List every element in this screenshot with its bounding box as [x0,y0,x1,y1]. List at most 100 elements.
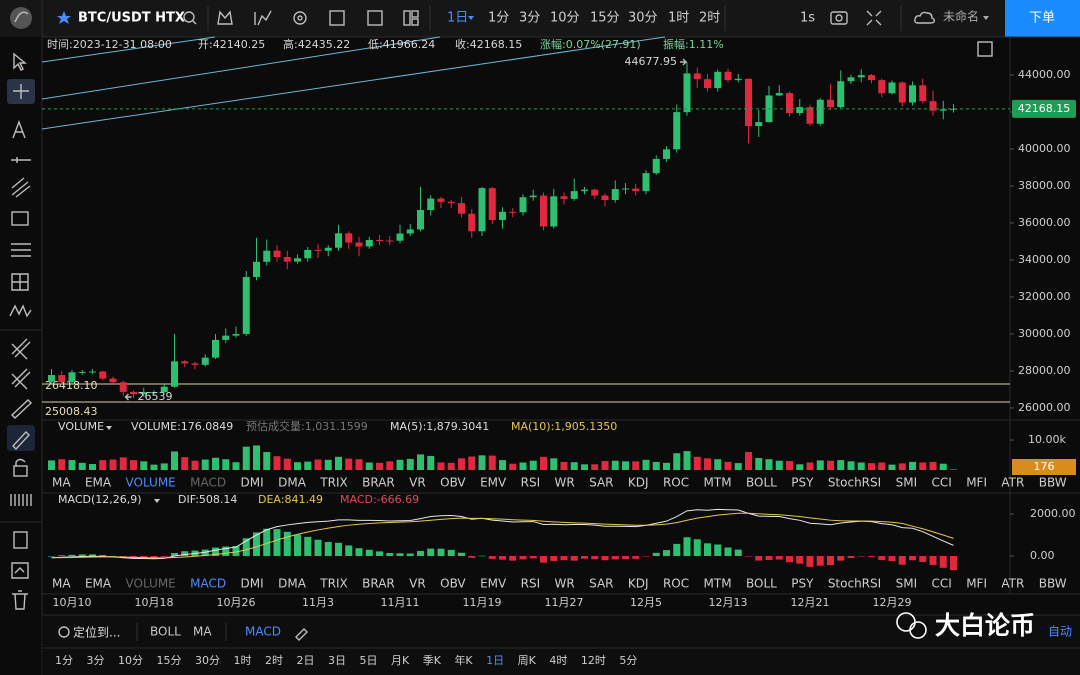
indicator-tab[interactable]: StochRSI [828,476,881,490]
footer-interval[interactable]: 月K [391,654,410,667]
indicator-tab[interactable]: BBW [1039,577,1067,591]
camera-icon[interactable] [830,11,848,25]
lock-tool[interactable] [13,465,28,477]
indicator-tab[interactable]: StochRSI [828,577,881,591]
indicator-tab[interactable]: EMA [85,476,112,490]
indicator-tab[interactable]: RSI [521,577,541,591]
volume-title[interactable]: VOLUME [58,420,104,433]
interval-tab[interactable]: 1时 [668,11,689,26]
indicator-tab[interactable]: DMI [241,476,264,490]
channel-tool[interactable] [11,177,31,198]
indicator-tab[interactable]: SAR [589,577,613,591]
indicator-tab[interactable]: ROC [663,476,689,490]
footer-interval[interactable]: 4时 [549,654,567,667]
indicator-tab[interactable]: ATR [1001,476,1024,490]
footer-interval[interactable]: 2时 [265,654,283,667]
indicator-tab[interactable]: ROC [663,577,689,591]
lock-draw-tool[interactable] [11,368,31,390]
footer-interval[interactable]: 12时 [581,654,606,667]
edit-icon[interactable] [295,628,308,641]
indicator-tab[interactable]: VR [409,476,426,490]
ruler-tool[interactable] [10,399,33,419]
footer-interval[interactable]: 1日 [486,654,504,667]
gann-tool[interactable] [11,273,29,291]
settings-icon[interactable] [293,11,307,25]
brush-tool[interactable] [12,430,30,451]
interval-tab[interactable]: 2时 [699,11,720,26]
study-tab[interactable]: MA [193,625,212,639]
footer-interval[interactable]: 3日 [328,654,346,667]
text-tool[interactable] [12,120,26,139]
locate-icon[interactable] [58,626,70,638]
interval-tab[interactable]: 3分 [519,11,540,26]
indicator-tab[interactable]: EMV [480,476,507,490]
fib-tool[interactable] [11,243,31,257]
maximize-icon[interactable] [977,41,993,57]
indicator-tab[interactable]: BRAR [362,577,395,591]
indicator-tab[interactable]: MFI [966,577,987,591]
indicator-tab[interactable]: DMI [241,577,264,591]
indicator-tab[interactable]: MTM [704,577,732,591]
indicator-tab[interactable]: CCI [932,577,952,591]
indicator-tab[interactable]: ATR [1001,577,1024,591]
indicator-tab[interactable]: MACD [190,476,226,490]
indicator-tab[interactable]: OBV [440,476,466,490]
indicator-tab[interactable]: OBV [440,577,466,591]
interval-tab[interactable]: 1分 [488,11,509,26]
indicator-tab[interactable]: DMA [278,476,307,490]
footer-interval[interactable]: 10分 [118,654,143,667]
footer-interval[interactable]: 1时 [234,654,252,667]
indicator-tab[interactable]: CCI [932,476,952,490]
cloud-icon[interactable] [914,11,935,24]
symbol[interactable]: BTC/USDT HTX [78,11,185,26]
indicator-tab[interactable]: KDJ [628,476,649,490]
indicator-tab[interactable]: VR [409,577,426,591]
footer-interval[interactable]: 15分 [157,654,182,667]
layout-name[interactable]: 未命名 [943,9,979,24]
pattern-tool[interactable] [9,304,32,318]
footer-interval[interactable]: 1分 [55,654,73,667]
indicator-tab[interactable]: EMA [85,577,112,591]
study-tab[interactable]: MACD [245,625,281,639]
locate-button[interactable]: 定位到... [73,625,120,640]
indicator-tab[interactable]: MACD [190,577,226,591]
auto-scale[interactable]: 自动 [1048,625,1072,639]
chart-settings-tool[interactable] [11,562,29,579]
indicator-tab[interactable]: MFI [966,476,987,490]
indicator-icon[interactable] [254,10,272,26]
refresh-rate[interactable]: 1s [800,11,815,26]
indicator-tab[interactable]: MA [52,476,71,490]
template-icon[interactable] [329,10,345,26]
footer-interval[interactable]: 3分 [87,654,105,667]
footer-interval[interactable]: 5日 [360,654,378,667]
indicator-tab[interactable]: BOLL [746,476,777,490]
macd-title[interactable]: MACD(12,26,9) [58,493,142,506]
footer-interval[interactable]: 季K [423,654,442,667]
indicator-tab[interactable]: SMI [896,476,918,490]
indicator-tab[interactable]: TRIX [319,577,347,591]
indicator-tab[interactable]: PSY [791,577,814,591]
interval-tab[interactable]: 30分 [628,11,658,26]
indicator-tab[interactable]: RSI [521,476,541,490]
indicator-tab[interactable]: TRIX [319,476,347,490]
crown-icon[interactable] [217,10,233,25]
indicator-tab[interactable]: SAR [589,476,613,490]
footer-interval[interactable]: 周K [518,654,537,667]
fullscreen-icon[interactable] [866,10,882,26]
indicator-tab[interactable]: SMI [896,577,918,591]
order-button[interactable] [1005,0,1080,37]
indicator-tab[interactable]: BRAR [362,476,395,490]
indicator-tab[interactable]: KDJ [628,577,649,591]
indicator-tab[interactable]: MA [52,577,71,591]
line-tool[interactable] [11,157,31,163]
footer-interval[interactable]: 5分 [619,654,637,667]
snapshot-icon[interactable] [367,10,383,26]
indicator-tab[interactable]: PSY [791,476,814,490]
crosshair-tool[interactable] [13,84,29,99]
object-tree-tool[interactable] [13,531,28,549]
shape-tool[interactable] [11,211,29,226]
indicator-tab[interactable]: DMA [278,577,307,591]
indicator-tab[interactable]: MTM [704,476,732,490]
study-tab[interactable]: BOLL [150,625,181,639]
layout-icon-a[interactable] [403,10,411,26]
